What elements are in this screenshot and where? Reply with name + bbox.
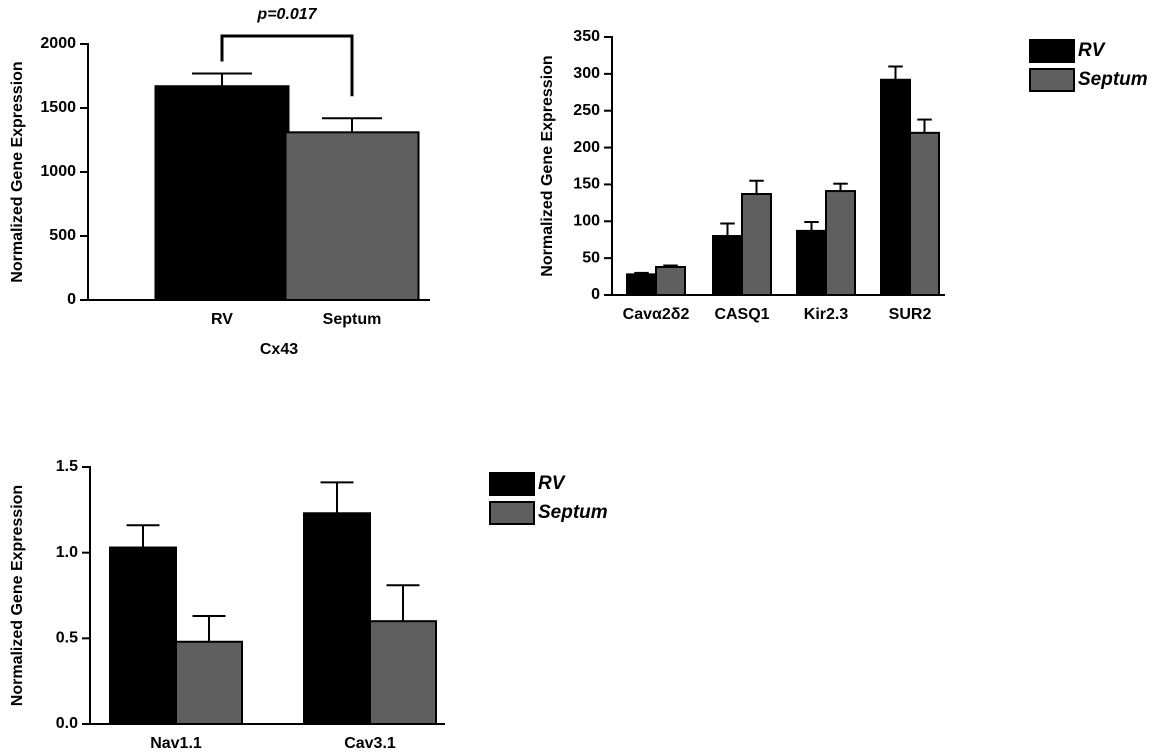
bar [175, 640, 243, 726]
y-tick-label: 1.5 [56, 458, 78, 475]
x-tick-label: Cavα2δ2 [623, 306, 690, 323]
x-tick-label: Nav1.1 [150, 735, 202, 752]
legend-label: Septum [538, 502, 608, 523]
legend-label: RV [1078, 40, 1106, 61]
y-tick-label: 0 [591, 286, 600, 303]
y-tick-label: 100 [573, 213, 600, 230]
bar [154, 85, 290, 301]
y-tick-label: 50 [582, 249, 600, 266]
bar [712, 235, 743, 296]
x-tick-label: SUR2 [889, 306, 932, 323]
legend-label: Septum [1078, 69, 1148, 90]
y-tick-label: 1500 [40, 99, 76, 116]
bar [909, 131, 940, 296]
y-tick-label: 250 [573, 102, 600, 119]
y-tick-label: 0.5 [56, 630, 78, 647]
y-tick-label: 350 [573, 28, 600, 45]
x-tick-label: CASQ1 [714, 306, 769, 323]
bar [655, 265, 686, 297]
y-tick-label: 1000 [40, 163, 76, 180]
bar [880, 78, 911, 296]
bar [626, 273, 657, 296]
y-axis-label: Normalized Gene Expression [9, 485, 26, 706]
legend-swatch [1029, 68, 1075, 92]
legend-label: RV [538, 473, 566, 494]
y-tick-label: 200 [573, 139, 600, 156]
bar [369, 620, 437, 726]
bar [796, 229, 827, 297]
x-tick-label: RV [211, 311, 233, 328]
legend-swatch [1029, 39, 1075, 63]
y-tick-label: 0.0 [56, 715, 78, 732]
y-tick-label: 1.0 [56, 544, 78, 561]
bar [284, 131, 420, 301]
x-axis-label: Cx43 [260, 341, 298, 358]
bar [303, 512, 371, 726]
y-axis-label: Normalized Gene Expression [539, 55, 556, 276]
x-tick-label: Septum [323, 311, 382, 328]
legend-swatch [489, 472, 535, 496]
y-tick-label: 2000 [40, 35, 76, 52]
y-tick-label: 0 [67, 291, 76, 308]
significance-bracket [220, 34, 354, 97]
y-tick-label: 500 [49, 227, 76, 244]
annotation: p=0.017 [256, 6, 317, 23]
y-axis-label: Normalized Gene Expression [9, 61, 26, 282]
bar [741, 193, 772, 296]
bar [825, 190, 856, 296]
x-tick-label: Kir2.3 [804, 306, 849, 323]
y-tick-label: 150 [573, 176, 600, 193]
legend-swatch [489, 501, 535, 525]
y-tick-label: 300 [573, 65, 600, 82]
x-tick-label: Cav3.1 [344, 735, 396, 752]
bar [109, 546, 177, 725]
